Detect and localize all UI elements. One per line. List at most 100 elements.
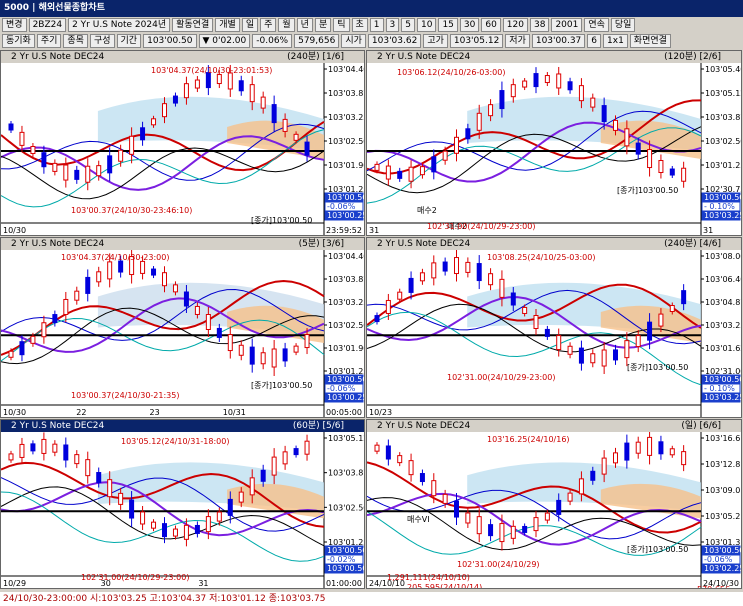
toolbar-button[interactable]: 활동연결 <box>172 18 214 32</box>
toolbar-button[interactable]: 틱 <box>333 18 350 32</box>
toolbar-button[interactable]: 개별 <box>215 18 240 32</box>
time-label: 10/30 <box>3 226 26 235</box>
toolbar-button[interactable]: 103'00.37 <box>531 34 586 48</box>
panel-chart: 103'05.40 103'05.12 103'03.87 103'02.50 103'… <box>367 63 741 235</box>
toolbar-button[interactable]: 3 <box>385 18 400 32</box>
toolbar-button[interactable]: 38 <box>529 18 550 32</box>
candle-body <box>419 473 425 483</box>
toolbar-button[interactable]: 기간 <box>116 34 142 48</box>
price-label: 103'12.8 <box>705 460 740 469</box>
candle-body <box>30 146 36 155</box>
toolbar-button[interactable]: 화면연결 <box>629 34 671 48</box>
candle-body <box>522 80 528 88</box>
price-box-label: -0.06% <box>327 202 356 211</box>
candle-body <box>216 511 222 522</box>
toolbar-button[interactable]: -0.06% <box>252 34 293 48</box>
toolbar-button[interactable]: 30 <box>459 18 480 32</box>
toolbar-button[interactable]: 15 <box>438 18 458 32</box>
panel-header: 2 Yr U.S Note DEC24 (일) [6/6] <box>367 420 741 432</box>
toolbar-button[interactable]: 연속 <box>584 18 609 32</box>
toolbar-button[interactable]: 120 <box>502 18 528 32</box>
toolbar-button[interactable]: 일 <box>241 18 259 32</box>
price-box-label: 103'00.50 <box>704 193 741 202</box>
price-box-label: 103'00.50 <box>327 546 364 555</box>
candle-body <box>63 444 69 461</box>
candle-body <box>183 83 189 99</box>
price-label: 103'03.87 <box>705 113 741 122</box>
candle-body <box>238 491 244 503</box>
candle-body <box>499 278 505 298</box>
candle-body <box>488 104 494 117</box>
toolbar-button[interactable]: 2 Yr U.S Note 2024년 <box>68 18 171 32</box>
toolbar-button[interactable]: 초 <box>351 18 368 32</box>
indicator-line <box>1 461 325 528</box>
time-label: 10/30 <box>3 408 26 417</box>
candle-body <box>183 524 189 540</box>
price-label: 103'05.2 <box>705 512 740 521</box>
toolbar-button[interactable]: 5 <box>401 18 415 32</box>
toolbar-button[interactable]: 고가 <box>423 34 448 48</box>
price-label: 103'01.25 <box>328 185 364 194</box>
candle-body <box>107 261 113 280</box>
candle-body <box>30 335 36 344</box>
candle-body <box>282 451 288 465</box>
panel-header: 2 Yr U.S Note DEC24 (5분) [3/6] <box>1 238 364 250</box>
candle-body <box>476 112 482 131</box>
candle-body <box>601 457 607 475</box>
toolbar-button[interactable]: 103'05.12 <box>449 34 504 48</box>
candle-body <box>63 298 69 315</box>
toolbar-button[interactable]: 시가 <box>341 34 366 48</box>
toolbar-button[interactable]: 년 <box>296 18 313 32</box>
toolbar-button[interactable]: 동기화 <box>2 34 35 48</box>
candle-body <box>431 262 437 279</box>
candle-body <box>419 272 425 282</box>
annotation: 103'06.12(24/10/26-03:00) <box>397 68 505 77</box>
candle-body <box>454 257 459 275</box>
candle-body <box>613 349 618 361</box>
toolbar-button[interactable]: 6 <box>587 34 602 48</box>
toolbar-button[interactable]: 변경 <box>2 18 27 32</box>
panel-header: 2 Yr U.S Note DEC24 (120분) [2/6] <box>367 51 741 63</box>
candle-body <box>499 523 505 543</box>
toolbar-button[interactable]: 60 <box>481 18 501 32</box>
annotation: 103'08.25(24/10/25-03:00) <box>487 253 595 262</box>
toolbar-button[interactable]: 579,656 <box>294 34 340 48</box>
candle-body <box>162 272 167 287</box>
toolbar-button[interactable]: 2001 <box>551 18 583 32</box>
toolbar-button[interactable]: 당일 <box>610 18 636 32</box>
candle-body <box>408 166 414 182</box>
candle-body <box>578 85 584 102</box>
toolbar-button[interactable]: 1 <box>369 18 384 32</box>
panel-period: (5분) [3/6] <box>298 239 344 249</box>
candle-body <box>260 352 266 365</box>
time-label: 31 <box>369 226 379 235</box>
candle-body <box>465 128 471 140</box>
toolbar-button[interactable]: 1x1 <box>603 34 628 48</box>
candle-body <box>129 499 135 519</box>
candle-body <box>522 525 528 533</box>
annotation: [종가]103'00.50 <box>627 545 688 554</box>
toolbar-button[interactable]: 2BZ24 <box>28 18 67 32</box>
toolbar-button[interactable]: 월 <box>278 18 295 32</box>
candle-body <box>624 442 630 461</box>
candle-body <box>304 440 310 455</box>
toolbar-button[interactable]: ▼ 0'02.00 <box>198 34 251 48</box>
candle-body <box>590 470 596 481</box>
candle-body <box>96 165 102 177</box>
price-box-label: 103'02.25 <box>704 564 741 573</box>
toolbar-button[interactable]: 주 <box>260 18 277 32</box>
toolbar-button[interactable]: 10 <box>416 18 437 32</box>
toolbar-button[interactable]: 103'00.50 <box>143 34 197 48</box>
toolbar-button[interactable]: 103'03.62 <box>367 34 422 48</box>
toolbar-button[interactable]: 저가 <box>505 34 530 48</box>
toolbar-button[interactable]: 분 <box>314 18 332 32</box>
candle-body <box>419 166 425 176</box>
price-label: 103'03.87 <box>328 275 364 284</box>
annotation: 103'05.12(24/10/31-18:00) <box>121 437 229 446</box>
toolbar-button[interactable]: 주기 <box>36 34 62 48</box>
toolbar-button[interactable]: 종목 <box>63 34 88 48</box>
time-label: 00:05:00 <box>326 408 362 417</box>
annotation: 매수2 <box>417 206 437 215</box>
candle-body <box>533 315 539 330</box>
toolbar-button[interactable]: 구성 <box>89 34 115 48</box>
